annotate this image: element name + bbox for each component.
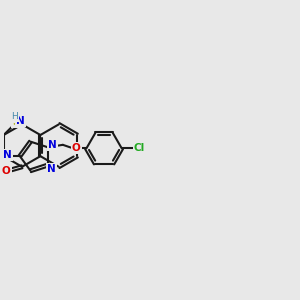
Text: N: N: [48, 140, 57, 150]
Text: N: N: [16, 116, 25, 126]
Text: O: O: [2, 166, 11, 176]
Text: S: S: [12, 117, 20, 127]
Text: Cl: Cl: [134, 143, 145, 153]
Text: O: O: [72, 143, 80, 153]
Text: N: N: [3, 150, 12, 160]
Text: H: H: [11, 112, 18, 121]
Text: N: N: [47, 164, 56, 174]
